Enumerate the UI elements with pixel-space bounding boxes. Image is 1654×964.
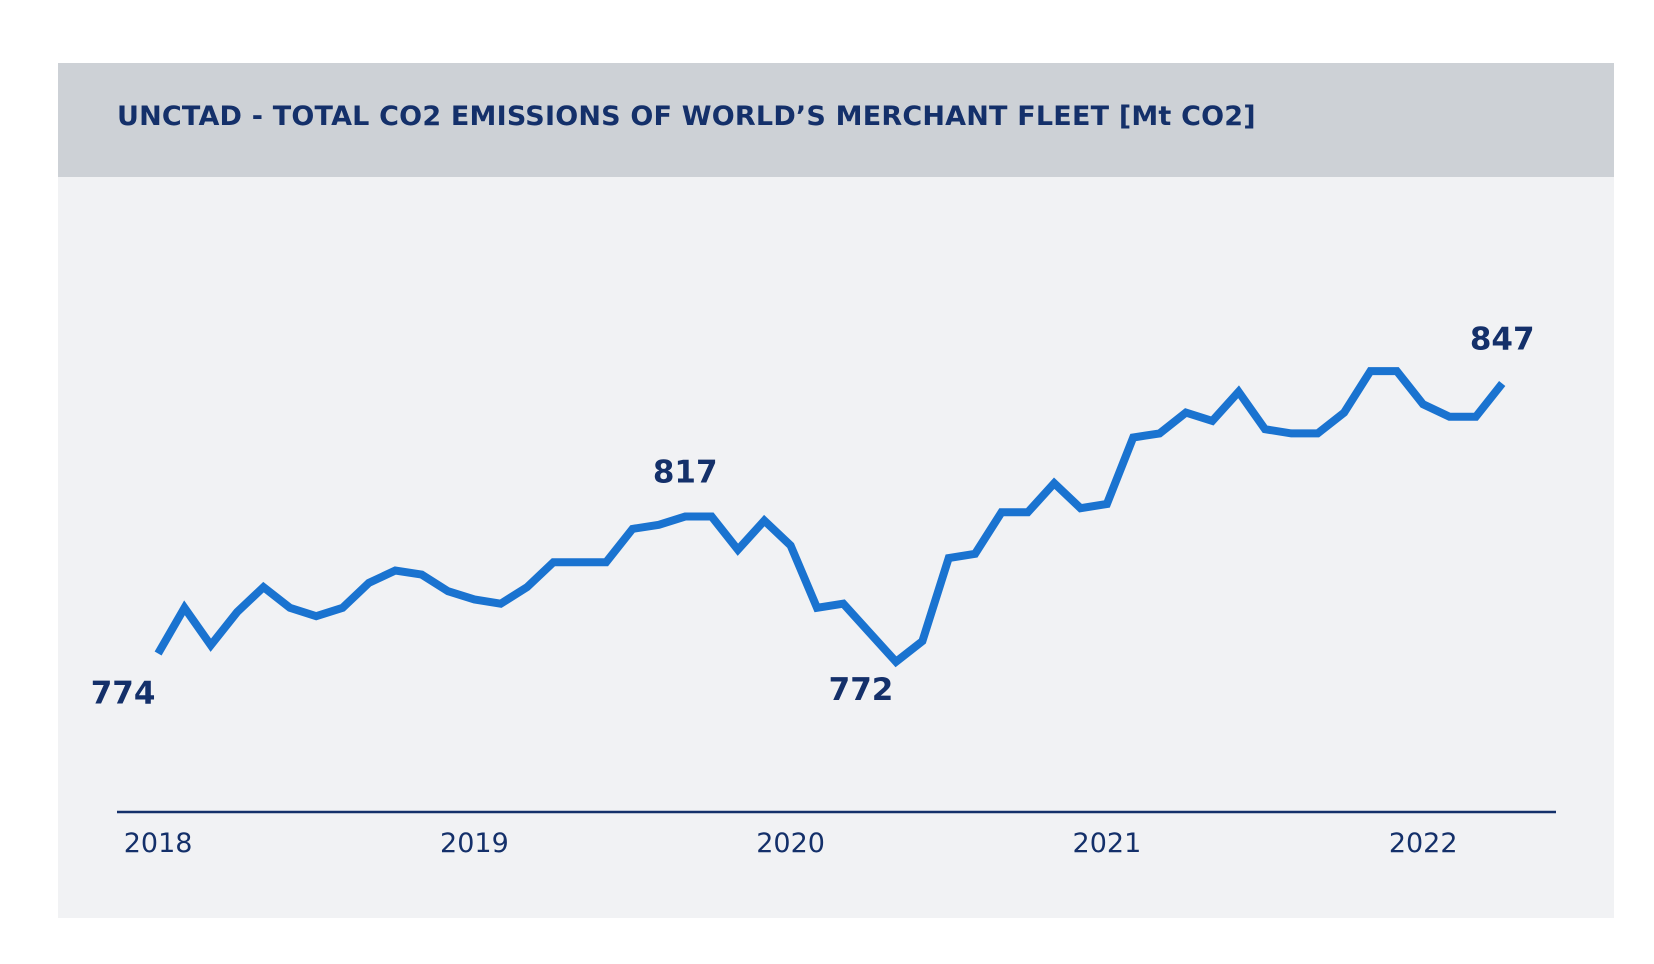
chart-title: UNCTAD - TOTAL CO2 EMISSIONS OF WORLD’S … — [117, 101, 1256, 132]
data-label-817: 817 — [653, 455, 718, 491]
series-line-co2-emissions — [154, 367, 1506, 668]
data-label-774: 774 — [91, 676, 156, 712]
x-tick-label: 2018 — [124, 828, 193, 859]
x-tick-label: 2022 — [1389, 828, 1458, 859]
chart-card: UNCTAD - TOTAL CO2 EMISSIONS OF WORLD’S … — [58, 63, 1614, 918]
x-tick-label: 2021 — [1073, 828, 1142, 859]
x-axis-ticks: 2018 2019 2020 2021 2022 — [124, 828, 1458, 859]
x-tick-label: 2020 — [756, 828, 825, 859]
chart-header: UNCTAD - TOTAL CO2 EMISSIONS OF WORLD’S … — [58, 63, 1614, 177]
data-labels: 774 817 772 847 — [91, 322, 1535, 712]
data-label-772: 772 — [829, 672, 894, 708]
x-tick-label: 2019 — [440, 828, 509, 859]
data-label-847: 847 — [1470, 322, 1535, 358]
